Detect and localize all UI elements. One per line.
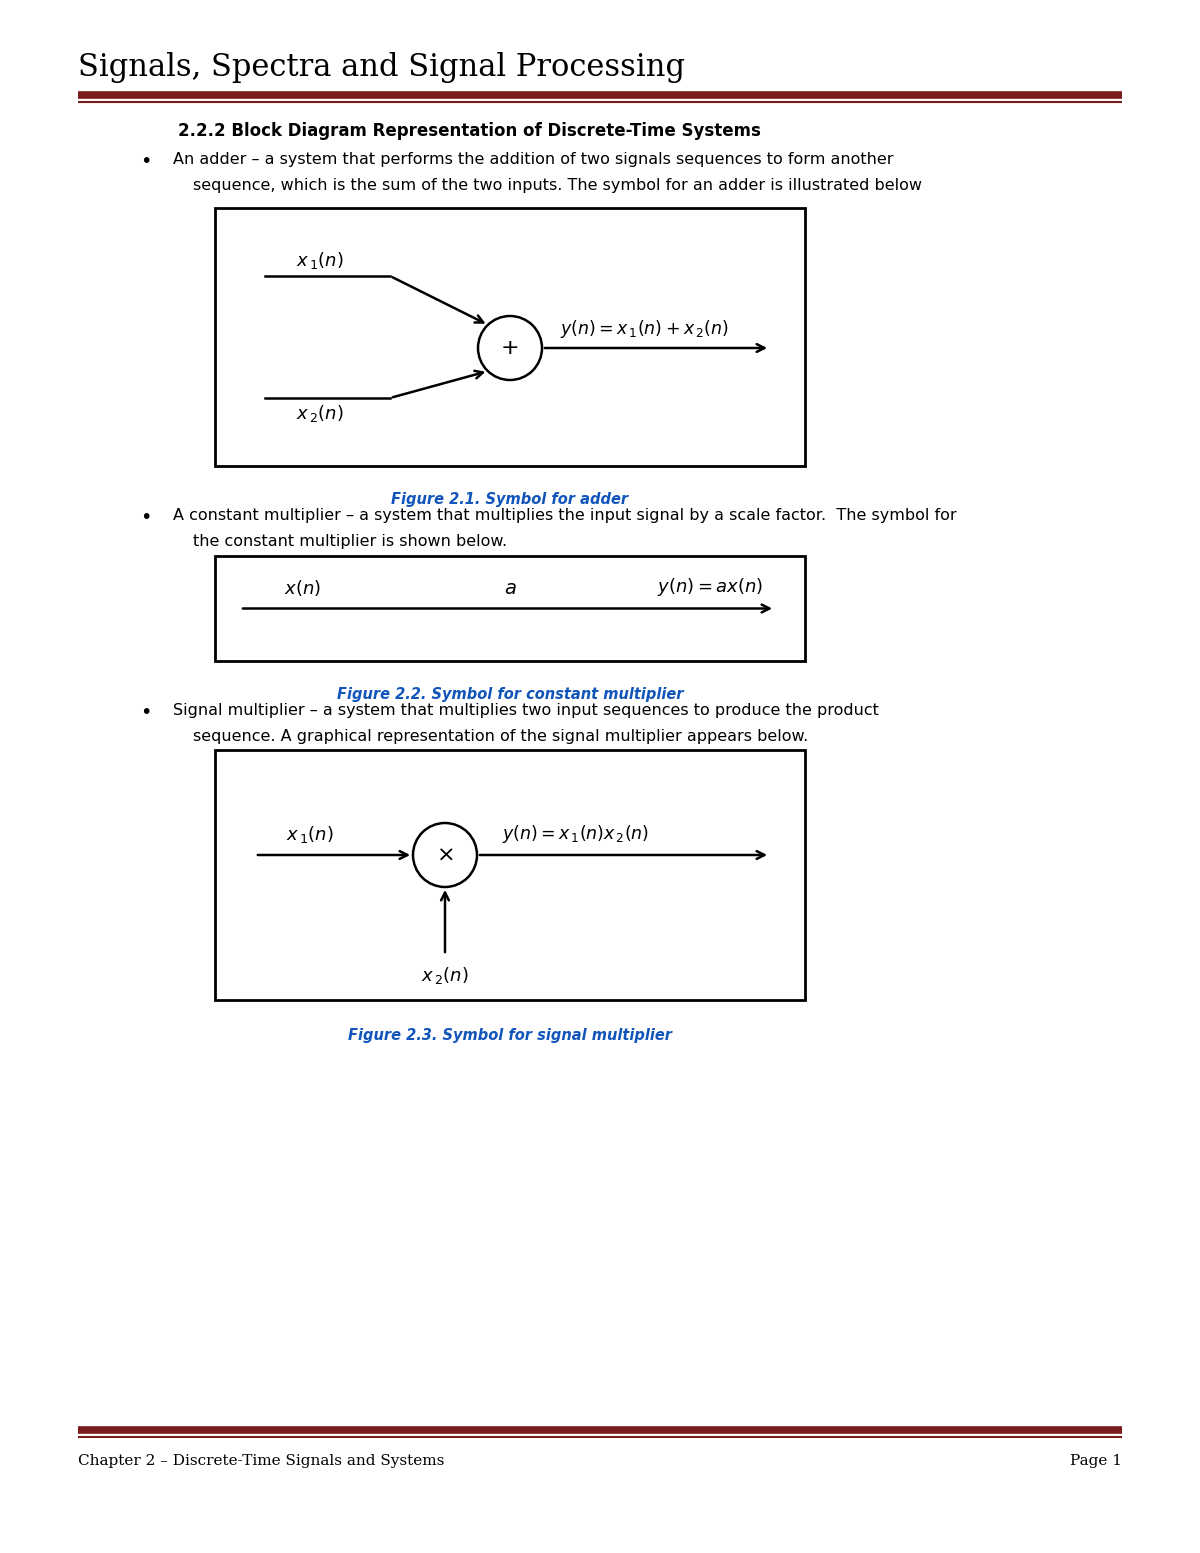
Text: the constant multiplier is shown below.: the constant multiplier is shown below.	[193, 534, 508, 550]
Text: $a$: $a$	[504, 581, 516, 598]
Text: Signals, Spectra and Signal Processing: Signals, Spectra and Signal Processing	[78, 51, 685, 82]
Text: 2.2.2 Block Diagram Representation of Discrete-Time Systems: 2.2.2 Block Diagram Representation of Di…	[178, 123, 761, 140]
Text: $\times$: $\times$	[436, 845, 454, 865]
Circle shape	[413, 823, 478, 887]
Text: Figure 2.1. Symbol for adder: Figure 2.1. Symbol for adder	[391, 492, 629, 506]
Text: Page 1: Page 1	[1070, 1454, 1122, 1468]
Text: An adder – a system that performs the addition of two signals sequences to form : An adder – a system that performs the ad…	[173, 152, 894, 168]
Text: Figure 2.3. Symbol for signal multiplier: Figure 2.3. Symbol for signal multiplier	[348, 1028, 672, 1044]
Circle shape	[478, 315, 542, 380]
Text: $x_{\,1}(n)$: $x_{\,1}(n)$	[296, 250, 343, 272]
Text: Chapter 2 – Discrete-Time Signals and Systems: Chapter 2 – Discrete-Time Signals and Sy…	[78, 1454, 444, 1468]
Text: $y(n) = ax(n)$: $y(n) = ax(n)$	[656, 576, 763, 598]
Bar	[215, 556, 805, 662]
Text: +: +	[500, 339, 520, 359]
Text: sequence. A graphical representation of the signal multiplier appears below.: sequence. A graphical representation of …	[193, 728, 809, 744]
Text: A constant multiplier – a system that multiplies the input signal by a scale fac: A constant multiplier – a system that mu…	[173, 508, 956, 523]
Text: •: •	[140, 704, 151, 722]
Text: $y(n) = x_{\,1}(n) + x_{\,2}(n)$: $y(n) = x_{\,1}(n) + x_{\,2}(n)$	[560, 318, 728, 340]
Text: •: •	[140, 508, 151, 526]
Text: $y(n) = x_{\,1}(n)x_{\,2}(n)$: $y(n) = x_{\,1}(n)x_{\,2}(n)$	[502, 823, 649, 845]
Text: sequence, which is the sum of the two inputs. The symbol for an adder is illustr: sequence, which is the sum of the two in…	[193, 179, 922, 193]
Text: •: •	[140, 152, 151, 171]
Bar	[215, 750, 805, 1000]
Text: Figure 2.2. Symbol for constant multiplier: Figure 2.2. Symbol for constant multipli…	[337, 686, 683, 702]
Text: Signal multiplier – a system that multiplies two input sequences to produce the : Signal multiplier – a system that multip…	[173, 704, 878, 717]
Text: $x_{\,1}(n)$: $x_{\,1}(n)$	[287, 825, 334, 845]
Text: $x(n)$: $x(n)$	[284, 579, 322, 598]
Text: $x_{\,2}(n)$: $x_{\,2}(n)$	[296, 402, 343, 424]
Text: $x_{\,2}(n)$: $x_{\,2}(n)$	[421, 964, 469, 986]
Bar	[215, 208, 805, 466]
